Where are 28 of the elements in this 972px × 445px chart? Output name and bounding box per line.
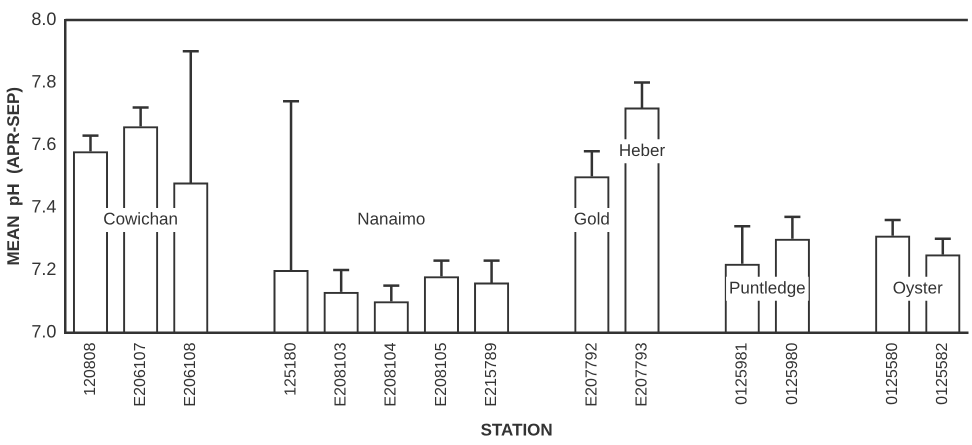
- x-tick-label: E208104: [382, 342, 400, 407]
- y-tick-label: 7.0: [31, 322, 56, 342]
- annotation: Puntledge: [729, 278, 806, 298]
- y-tick-label: 7.8: [31, 71, 56, 92]
- x-tick-label: 0125580: [884, 342, 902, 405]
- y-tick-label: 8.0: [31, 8, 56, 29]
- x-tick-label: E206108: [182, 342, 200, 407]
- annotation: Heber: [618, 140, 666, 160]
- annotation: Cowichan: [103, 210, 178, 229]
- x-tick-label: 0125980: [784, 342, 801, 405]
- x-tick-label: E208103: [332, 342, 350, 407]
- y-tick-label: 7.2: [31, 259, 56, 279]
- annotation: Nanaimo: [357, 210, 426, 229]
- x-tick-label: 0125582: [934, 342, 952, 405]
- x-tick-label: 120808: [82, 342, 99, 396]
- annotation: Oyster: [892, 278, 944, 298]
- x-tick-label: E215789: [482, 342, 500, 407]
- x-tick-label: E207793: [633, 342, 650, 407]
- x-tick-label: E207792: [583, 342, 600, 407]
- x-tick-label: E206107: [132, 342, 150, 407]
- y-tick-label: 7.6: [31, 134, 56, 154]
- x-tick-label: 125180: [282, 342, 300, 396]
- y-axis-title: MEAN pH (APR-SEP): [4, 87, 23, 266]
- x-tick-label: 0125981: [734, 342, 751, 405]
- x-axis-title: STATION: [480, 420, 553, 440]
- annotation: Gold: [574, 210, 610, 229]
- x-tick-label: E208105: [432, 342, 450, 407]
- y-tick-label: 7.4: [31, 196, 56, 216]
